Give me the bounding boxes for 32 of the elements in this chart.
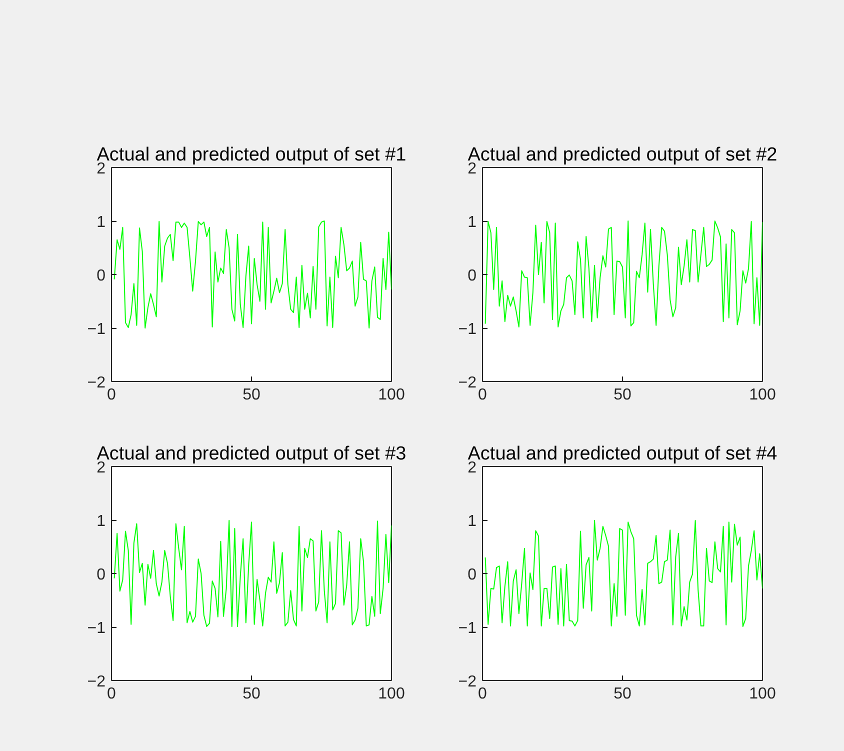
x-tick-label: 0 [478,686,488,702]
y-tick-label: −2 [458,374,477,392]
x-tick-label: 50 [242,686,260,702]
y-tick-label: −1 [87,620,106,637]
line-series [484,220,762,328]
y-tick-label: −1 [87,321,106,338]
y-tick-label: −2 [458,674,477,690]
y-tick-label: 0 [96,268,106,284]
x-tick-label: 50 [242,386,260,404]
x-tick-label: 0 [107,686,116,702]
x-tick-label: 0 [478,386,488,404]
y-tick-label: 1 [468,513,477,530]
y-tick-label: 0 [468,566,477,584]
line-series [484,520,762,627]
x-tick-label: 50 [614,686,632,702]
x-tick-label: 50 [614,386,632,404]
y-tick-label: 1 [468,214,477,231]
x-tick-label: 100 [378,686,405,702]
line-series [114,520,392,627]
y-tick-label: −1 [458,321,477,338]
y-tick-label: 1 [96,214,106,231]
x-tick-label: 100 [749,386,776,404]
y-tick-label: −1 [458,620,477,637]
line-series [114,220,392,328]
y-tick-label: 1 [96,513,106,530]
y-tick-label: 0 [468,268,477,284]
x-tick-label: 0 [107,386,116,404]
y-tick-label: −2 [87,674,106,690]
y-tick-label: −2 [87,374,106,392]
x-tick-label: 100 [749,686,776,702]
x-tick-label: 100 [378,386,405,404]
y-tick-label: 0 [96,566,106,584]
